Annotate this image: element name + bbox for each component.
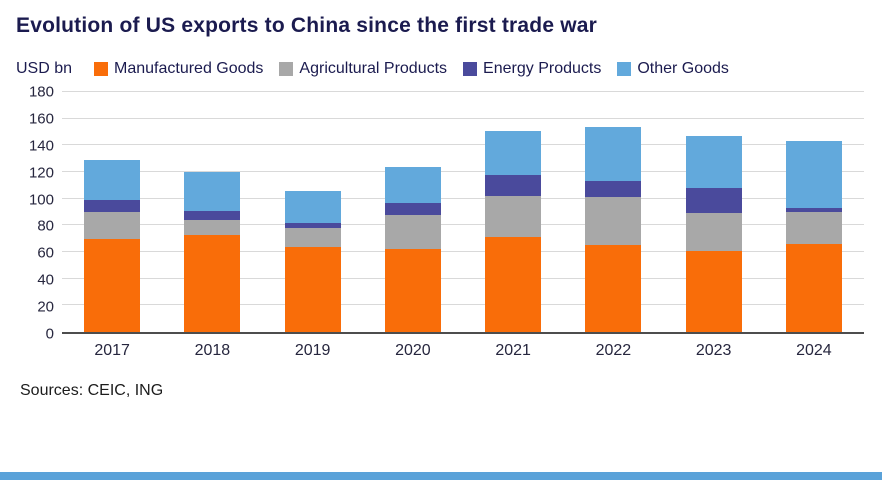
bar-segment bbox=[384, 249, 441, 332]
gridline bbox=[62, 197, 864, 199]
y-tick-label: 180 bbox=[28, 83, 54, 101]
bar-column bbox=[463, 92, 563, 332]
legend-label: Other Goods bbox=[637, 60, 729, 77]
bar-segment bbox=[184, 234, 241, 332]
gridline bbox=[62, 91, 864, 92]
gridline bbox=[62, 117, 864, 119]
y-tick-label: 120 bbox=[28, 164, 54, 182]
x-tick-label: 2024 bbox=[796, 342, 832, 359]
x-tick-label: 2021 bbox=[495, 342, 531, 359]
legend-swatch-icon bbox=[617, 62, 632, 76]
gridline bbox=[62, 251, 864, 253]
bar-segment bbox=[785, 212, 842, 244]
legend-item: Manufactured Goods bbox=[94, 60, 263, 78]
bar-segment bbox=[284, 190, 341, 223]
y-tick-label: 60 bbox=[37, 244, 54, 262]
bar-segment bbox=[485, 174, 542, 197]
y-tick-label: 0 bbox=[45, 325, 54, 343]
y-axis: 0 20 40 60 80 100 120 140 160 180 bbox=[14, 84, 62, 343]
chart-title: Evolution of US exports to China since t… bbox=[16, 14, 598, 37]
x-axis: 2017 2018 2019 2020 2021 2022 2023 2024 bbox=[62, 342, 864, 360]
bar-segment bbox=[284, 228, 341, 247]
bar-segment bbox=[284, 246, 341, 332]
bar-segment bbox=[84, 238, 141, 332]
y-tick-label: 140 bbox=[28, 137, 54, 155]
bar-segment bbox=[384, 166, 441, 203]
y-tick-label: 40 bbox=[37, 271, 54, 289]
bar-column bbox=[162, 92, 262, 332]
bars-layer bbox=[62, 92, 864, 332]
gridline bbox=[62, 224, 864, 226]
bar-segment bbox=[785, 141, 842, 208]
legend-item: Other Goods bbox=[617, 60, 729, 78]
gridline bbox=[62, 171, 864, 173]
y-tick-label: 100 bbox=[28, 191, 54, 209]
bar-column bbox=[563, 92, 663, 332]
chart-legend: Manufactured Goods Agricultural Products E… bbox=[94, 60, 729, 78]
y-tick-label: 80 bbox=[37, 217, 54, 235]
bar-column bbox=[263, 92, 363, 332]
bar-segment bbox=[785, 244, 842, 332]
bar-segment bbox=[485, 237, 542, 332]
x-tick-label: 2019 bbox=[294, 342, 331, 359]
bar-segment bbox=[585, 181, 642, 198]
bar-column bbox=[363, 92, 463, 332]
bar-segment bbox=[84, 200, 141, 213]
x-tick-label: 2020 bbox=[395, 342, 431, 359]
bar-segment bbox=[84, 212, 141, 239]
bar-column bbox=[664, 92, 764, 332]
stacked-bar bbox=[384, 92, 441, 332]
bar-segment bbox=[84, 160, 141, 201]
gridline bbox=[62, 144, 864, 146]
legend-swatch-icon bbox=[279, 62, 294, 76]
bar-segment bbox=[785, 208, 842, 212]
bar-segment bbox=[585, 126, 642, 182]
bar-segment bbox=[585, 245, 642, 332]
bar-segment bbox=[485, 130, 542, 175]
plot-wrap: 0 20 40 60 80 100 120 140 160 180 bbox=[14, 84, 864, 343]
stacked-bar bbox=[685, 92, 742, 332]
bar-segment bbox=[384, 214, 441, 250]
legend-item: Agricultural Products bbox=[279, 60, 447, 78]
bar-column bbox=[764, 92, 864, 332]
bar-segment bbox=[184, 210, 241, 221]
legend-swatch-icon bbox=[94, 62, 108, 76]
x-tick-label: 2018 bbox=[194, 342, 231, 359]
bar-segment bbox=[184, 220, 241, 235]
bar-segment bbox=[485, 196, 542, 238]
bar-column bbox=[62, 92, 162, 332]
stacked-bar bbox=[184, 92, 241, 332]
y-tick-label: 20 bbox=[37, 298, 54, 316]
plot-area bbox=[62, 91, 864, 334]
legend-swatch-icon bbox=[463, 62, 478, 76]
bar-segment bbox=[384, 202, 441, 215]
gridline bbox=[62, 304, 864, 306]
chart-header-row: USD bn Manufactured Goods Agricultural Pr… bbox=[16, 60, 864, 78]
stacked-bar bbox=[84, 92, 141, 332]
gridline bbox=[62, 277, 864, 279]
x-tick-label: 2022 bbox=[595, 342, 632, 359]
stacked-bar bbox=[485, 92, 542, 332]
bar-segment bbox=[585, 197, 642, 246]
y-tick-label: 160 bbox=[28, 110, 54, 128]
legend-label: Agricultural Products bbox=[299, 60, 448, 77]
bar-segment bbox=[685, 250, 742, 332]
legend-label: Manufactured Goods bbox=[114, 60, 264, 77]
legend-item: Energy Products bbox=[463, 60, 601, 78]
y-axis-unit-label: USD bn bbox=[16, 60, 73, 77]
x-tick-label: 2017 bbox=[94, 342, 130, 359]
stacked-bar bbox=[284, 92, 341, 332]
bar-segment bbox=[685, 213, 742, 251]
bar-segment bbox=[685, 136, 742, 189]
bar-segment bbox=[284, 222, 341, 229]
bar-segment bbox=[184, 172, 241, 211]
stacked-bar bbox=[585, 92, 642, 332]
footer-accent-bar bbox=[0, 472, 882, 480]
bar-segment bbox=[685, 188, 742, 214]
stacked-bar bbox=[785, 92, 842, 332]
legend-label: Energy Products bbox=[483, 60, 602, 77]
sources-note: Sources: CEIC, ING bbox=[20, 382, 164, 399]
x-tick-label: 2023 bbox=[695, 342, 732, 359]
